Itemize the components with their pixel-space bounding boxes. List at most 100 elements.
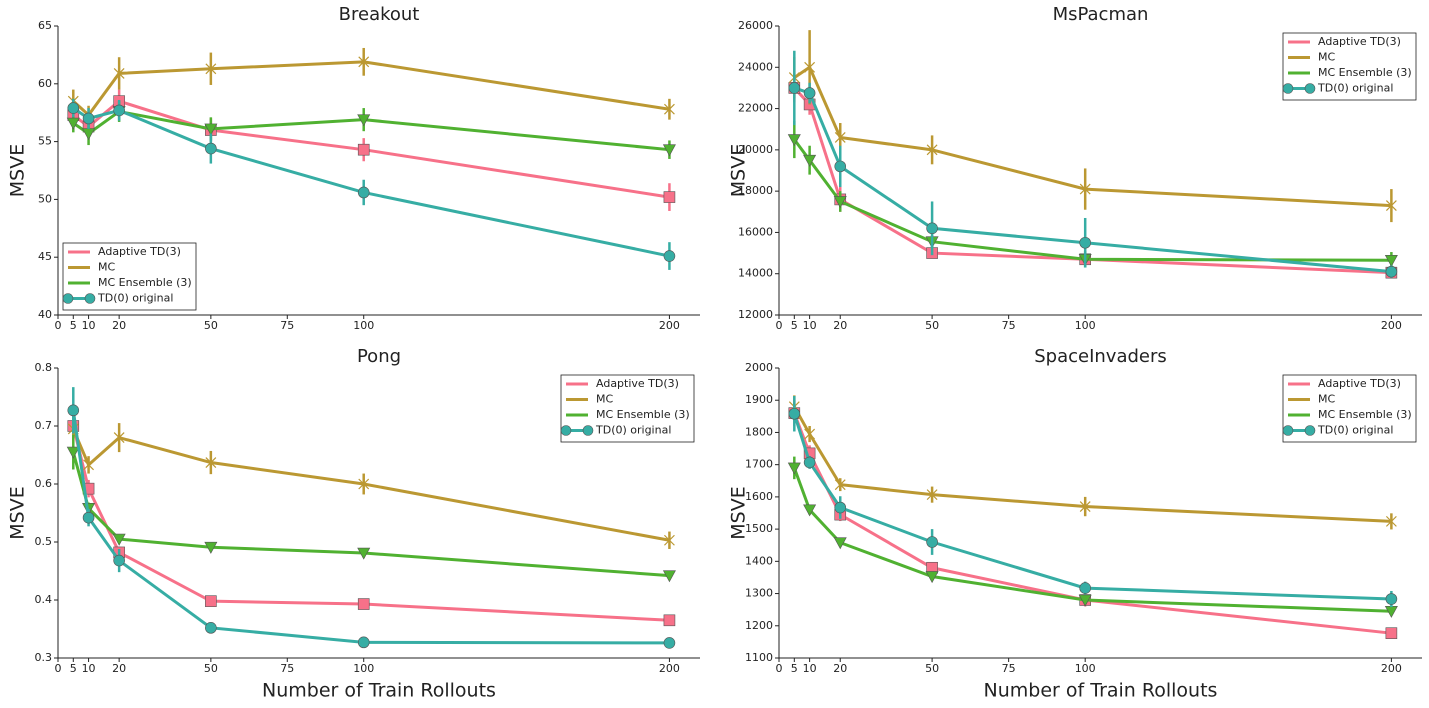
y-tick-label: 26000 — [738, 19, 773, 32]
x-tick-label: 50 — [925, 662, 939, 675]
legend: Adaptive TD(3) MC MC Ensemble (3) TD(0) ori… — [1282, 32, 1417, 101]
y-tick-label: 0.6 — [35, 477, 53, 490]
marker-circle — [926, 222, 938, 235]
marker-square — [663, 191, 676, 203]
marker-circle — [82, 511, 95, 524]
legend-label: MC — [98, 261, 115, 274]
y-tick-label: 1500 — [745, 522, 773, 535]
y-tick-label: 0.8 — [35, 361, 53, 374]
marker-triangle — [833, 196, 847, 209]
x-tick-label: 20 — [833, 319, 847, 332]
marker-circle — [834, 501, 847, 514]
marker-triangle — [803, 504, 817, 517]
marker-x — [358, 56, 370, 68]
x-tick-label: 5 — [70, 662, 77, 675]
legend-marker — [1304, 425, 1316, 436]
marker-x — [804, 428, 816, 440]
marker-circle — [1385, 265, 1398, 278]
series-line — [793, 405, 1392, 523]
marker-circle — [67, 404, 80, 417]
x-tick-label: 75 — [280, 662, 294, 675]
x-tick-label: 5 — [791, 662, 798, 675]
marker-x — [1385, 200, 1397, 212]
marker-triangle — [112, 533, 126, 546]
marker-circle — [82, 112, 95, 125]
legend-marker — [62, 293, 74, 304]
y-axis-label: MSVE — [728, 144, 750, 197]
y-tick-label: 22000 — [738, 102, 773, 115]
x-tick-label: 5 — [70, 319, 77, 332]
x-tick-label: 10 — [803, 319, 817, 332]
marker-triangle — [204, 123, 218, 136]
marker-circle — [663, 250, 676, 262]
legend-label: Adaptive TD(3) — [596, 377, 679, 390]
legend-marker — [1304, 83, 1316, 94]
legend-label: Adaptive TD(3) — [1318, 377, 1401, 390]
x-tick-label: 100 — [1075, 319, 1096, 332]
marker-x — [113, 432, 125, 444]
series-line — [72, 60, 670, 118]
legend-marker — [582, 425, 594, 436]
legend-label: Adaptive TD(3) — [1318, 35, 1401, 48]
y-tick-label: 0.3 — [35, 651, 53, 664]
x-tick-label: 50 — [204, 319, 218, 332]
marker-circle — [113, 554, 125, 567]
marker-triangle — [1078, 594, 1092, 607]
y-tick-label: 0.4 — [35, 593, 53, 606]
marker-circle — [357, 636, 370, 649]
marker-x — [664, 103, 675, 115]
marker-triangle — [204, 541, 218, 554]
marker-circle — [357, 186, 370, 199]
marker-circle — [803, 456, 816, 469]
y-tick-label: 45 — [38, 250, 52, 263]
series-line — [792, 467, 1392, 613]
marker-x — [83, 459, 94, 471]
legend-marker — [1282, 83, 1294, 94]
y-tick-label: 1800 — [745, 425, 773, 438]
series-line — [792, 412, 1392, 635]
y-tick-label: 12000 — [738, 308, 773, 321]
x-tick-label: 10 — [82, 662, 96, 675]
legend-label: MC Ensemble (3) — [98, 276, 192, 289]
marker-circle — [926, 536, 938, 548]
y-tick-label: 14000 — [738, 267, 773, 280]
y-tick-label: 1900 — [745, 393, 773, 406]
marker-triangle — [662, 570, 676, 583]
y-tick-label: 1600 — [745, 490, 773, 503]
series-line — [72, 99, 670, 199]
y-tick-label: 18000 — [738, 184, 773, 197]
marker-square — [1385, 627, 1398, 639]
x-tick-label: 50 — [204, 662, 218, 675]
legend-label: MC Ensemble (3) — [1318, 408, 1412, 421]
marker-circle — [205, 142, 217, 155]
subplot: Pong MSVE Number of Train Rollouts 0.3 0.4 0.… — [7, 346, 700, 702]
y-tick-label: 1200 — [745, 619, 773, 632]
x-tick-label: 10 — [82, 319, 96, 332]
marker-circle — [67, 102, 80, 114]
marker-circle — [663, 637, 676, 649]
x-tick-label: 0 — [55, 319, 62, 332]
marker-circle — [788, 407, 801, 420]
x-tick-label: 200 — [1381, 319, 1402, 332]
x-tick-label: 20 — [112, 319, 126, 332]
y-tick-label: 65 — [38, 19, 52, 32]
x-tick-label: 75 — [1002, 319, 1016, 332]
marker-x — [664, 534, 675, 546]
x-tick-label: 0 — [776, 319, 783, 332]
y-tick-label: 1400 — [745, 554, 773, 567]
marker-square — [205, 595, 217, 607]
marker-x — [834, 479, 846, 491]
marker-circle — [834, 160, 847, 173]
x-tick-label: 0 — [776, 662, 783, 675]
legend: Adaptive TD(3) MC MC Ensemble (3) TD(0) ori… — [1282, 374, 1417, 443]
marker-circle — [205, 622, 217, 634]
marker-x — [205, 457, 217, 468]
marker-square — [357, 598, 370, 610]
chart-title: MsPacman — [1053, 4, 1149, 25]
x-tick-label: 200 — [1381, 662, 1402, 675]
y-tick-label: 24000 — [738, 60, 773, 73]
legend-label: MC Ensemble (3) — [1318, 66, 1412, 79]
y-tick-label: 16000 — [738, 225, 773, 238]
marker-x — [834, 132, 846, 143]
